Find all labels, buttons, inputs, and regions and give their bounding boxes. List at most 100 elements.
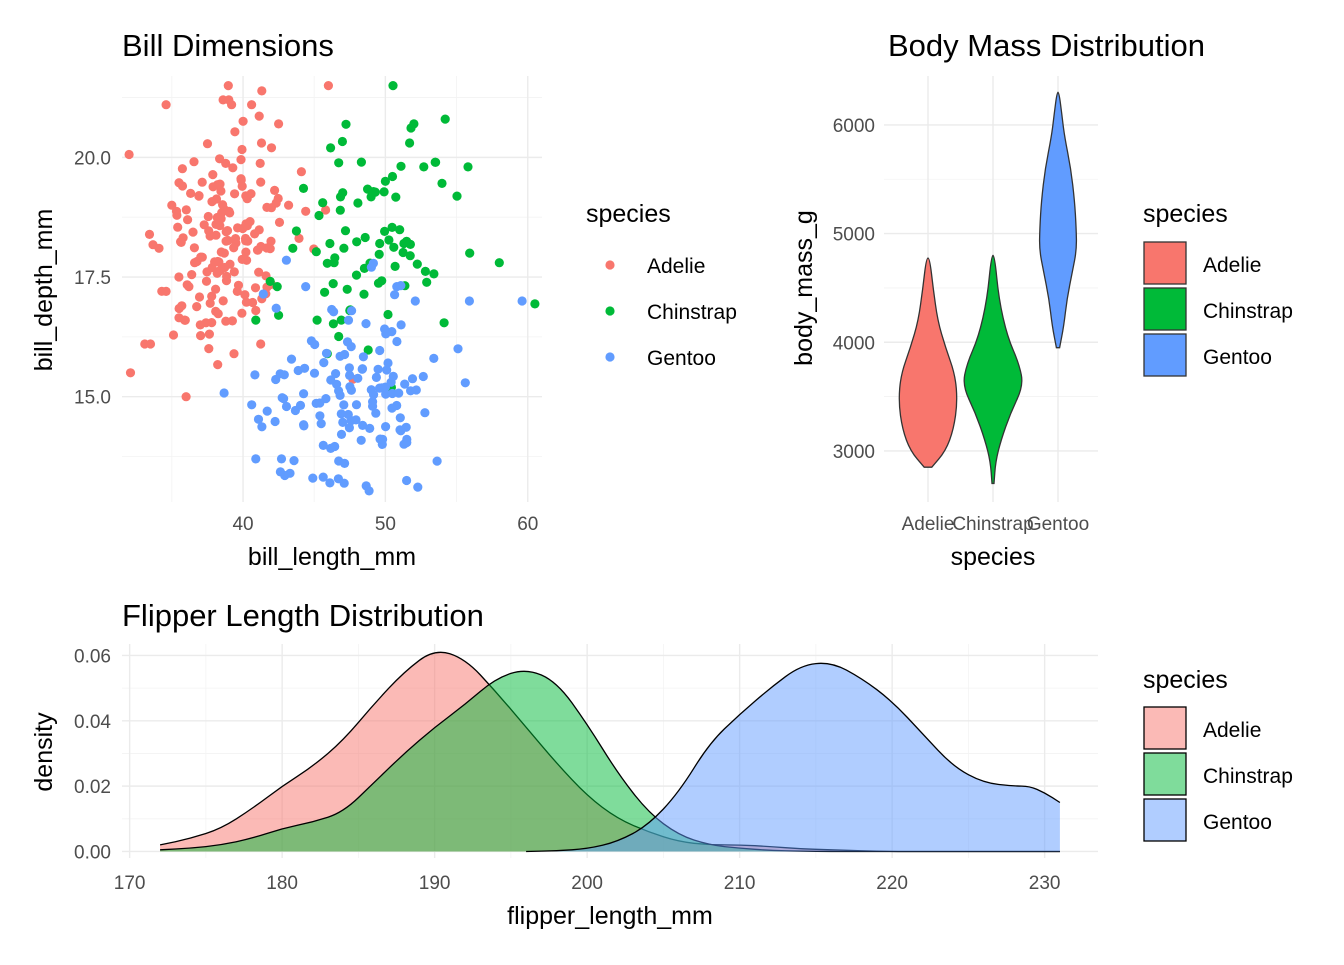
point-gentoo xyxy=(347,306,357,316)
point-chinstrap xyxy=(494,258,504,268)
point-chinstrap xyxy=(387,171,398,182)
legend-label-gentoo: Gentoo xyxy=(647,347,716,370)
legend-title: species xyxy=(586,200,671,228)
point-gentoo xyxy=(351,400,362,410)
point-adelie xyxy=(247,100,257,110)
point-adelie xyxy=(230,189,240,199)
point-adelie xyxy=(227,100,237,110)
point-chinstrap xyxy=(405,251,415,261)
legend-title: species xyxy=(1143,666,1228,694)
legend-title: species xyxy=(1143,200,1228,228)
x-tick-label: 170 xyxy=(114,873,146,894)
y-axis-title: body_mass_g xyxy=(790,210,818,366)
point-chinstrap xyxy=(326,143,336,153)
legend-key-adelie xyxy=(1143,706,1187,750)
point-gentoo xyxy=(276,454,287,464)
point-adelie xyxy=(148,240,158,250)
legend: species Adelie Chinstrap Gentoo xyxy=(586,200,737,370)
point-adelie xyxy=(187,270,197,280)
x-tick-label: 200 xyxy=(571,873,603,894)
point-gentoo xyxy=(325,478,335,488)
point-gentoo xyxy=(346,385,356,395)
point-gentoo xyxy=(331,369,341,379)
point-chinstrap xyxy=(379,187,389,197)
point-adelie xyxy=(266,143,277,153)
violins xyxy=(898,91,1078,485)
point-adelie xyxy=(240,290,250,300)
legend-key-chinstrap xyxy=(605,306,615,316)
point-adelie xyxy=(254,267,264,277)
tick-labels: 40 50 60 15.0 17.5 20.0 xyxy=(74,148,538,535)
point-chinstrap xyxy=(356,157,366,167)
point-gentoo xyxy=(279,394,289,404)
point-chinstrap xyxy=(380,226,390,236)
point-chinstrap xyxy=(431,157,441,167)
point-adelie xyxy=(233,223,243,233)
point-gentoo xyxy=(368,397,378,407)
point-adelie xyxy=(199,220,209,230)
point-gentoo xyxy=(343,315,354,325)
point-chinstrap xyxy=(352,237,362,247)
point-adelie xyxy=(211,284,221,294)
point-adelie xyxy=(182,280,192,290)
y-tick-label: 0.00 xyxy=(74,842,111,863)
point-chinstrap xyxy=(384,235,394,245)
point-gentoo xyxy=(353,373,363,383)
x-tick-label: 40 xyxy=(232,514,253,535)
y-axis-title: density xyxy=(30,712,58,792)
point-adelie xyxy=(218,296,228,306)
legend-key-adelie xyxy=(605,260,615,270)
point-adelie xyxy=(237,254,247,264)
point-chinstrap xyxy=(272,282,282,292)
point-adelie xyxy=(241,297,251,307)
point-chinstrap xyxy=(388,81,398,91)
point-gentoo xyxy=(387,403,397,413)
point-chinstrap xyxy=(390,261,400,271)
x-axis-title: species xyxy=(951,543,1036,571)
point-adelie xyxy=(161,100,171,110)
point-adelie xyxy=(174,272,184,282)
point-adelie xyxy=(208,182,218,192)
point-adelie xyxy=(284,200,294,210)
point-chinstrap xyxy=(405,239,415,249)
y-tick-label: 0.04 xyxy=(74,712,111,733)
point-adelie xyxy=(188,227,198,237)
point-gentoo xyxy=(388,371,398,381)
legend: species Adelie Chinstrap Gentoo xyxy=(1143,666,1293,842)
point-gentoo xyxy=(364,486,374,496)
point-adelie xyxy=(221,158,231,168)
point-gentoo xyxy=(275,369,285,379)
point-chinstrap xyxy=(439,318,449,328)
point-chinstrap xyxy=(337,136,347,147)
point-adelie xyxy=(265,244,275,254)
point-adelie xyxy=(255,158,265,168)
point-gentoo xyxy=(336,429,347,439)
point-gentoo xyxy=(286,354,297,364)
point-gentoo xyxy=(373,364,383,374)
chart-title: Bill Dimensions xyxy=(122,28,334,63)
point-gentoo xyxy=(335,390,345,400)
point-gentoo xyxy=(371,408,381,418)
point-chinstrap xyxy=(288,243,298,253)
point-adelie xyxy=(323,81,333,91)
point-adelie xyxy=(250,283,261,293)
point-adelie xyxy=(194,292,205,302)
point-adelie xyxy=(157,286,167,296)
point-adelie xyxy=(211,194,222,204)
legend-key-chinstrap xyxy=(1143,752,1187,796)
point-chinstrap xyxy=(412,259,422,269)
point-chinstrap xyxy=(422,277,432,287)
point-adelie xyxy=(225,208,235,218)
point-chinstrap xyxy=(334,158,344,168)
legend-label-chinstrap: Chinstrap xyxy=(1203,765,1293,788)
y-axis-title: bill_depth_mm xyxy=(30,209,58,372)
legend-key-gentoo xyxy=(605,352,615,362)
point-gentoo xyxy=(361,319,371,329)
point-gentoo xyxy=(300,363,310,373)
point-chinstrap xyxy=(328,279,338,289)
point-gentoo xyxy=(371,372,381,382)
legend: species Adelie Chinstrap Gentoo xyxy=(1143,200,1293,377)
point-gentoo xyxy=(368,258,378,268)
point-gentoo xyxy=(310,339,320,350)
